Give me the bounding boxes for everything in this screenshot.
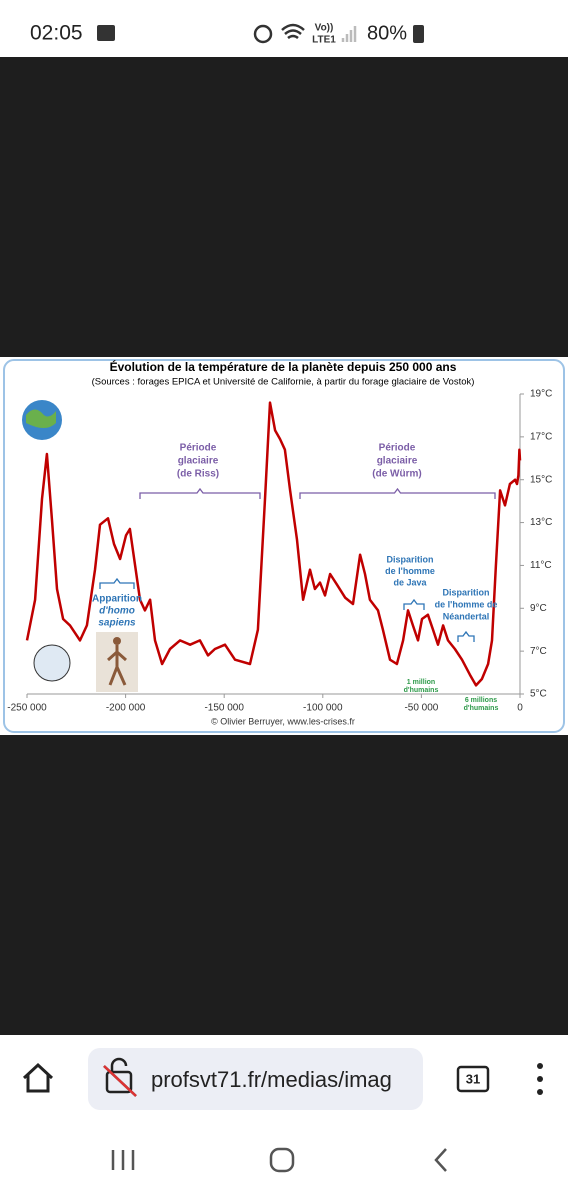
viewer-background <box>0 735 568 1035</box>
recent-apps-button[interactable] <box>111 1150 135 1170</box>
home-button[interactable] <box>22 1062 54 1093</box>
x-tick-label: -250 000 <box>7 703 47 714</box>
annotation-bracket <box>403 598 425 610</box>
y-tick-label: 19°C <box>530 389 552 400</box>
annotation: sapiens <box>98 618 136 629</box>
annotation: de l'homme <box>385 566 435 576</box>
chart-image: Évolution de la température de la planèt… <box>0 357 568 735</box>
battery-icon <box>413 25 424 43</box>
annotation: Disparition <box>442 587 489 597</box>
y-tick-label: 17°C <box>530 431 552 442</box>
annotation: d'homo <box>99 606 135 617</box>
y-tick-label: 13°C <box>530 517 552 528</box>
annotation-bracket <box>457 630 475 642</box>
annotation: d'humains <box>464 705 499 712</box>
home-nav-button[interactable] <box>269 1147 295 1173</box>
image-frame <box>3 359 565 733</box>
network-label: LTE1 <box>312 35 336 46</box>
chart-subtitle: (Sources : forages EPICA et Université d… <box>92 377 475 388</box>
annotation: de l'homme de <box>435 599 498 609</box>
annotation: de Java <box>393 577 427 587</box>
annotation-bracket <box>139 487 261 499</box>
network-label: Vo)) <box>315 23 334 34</box>
clock: 02:05 <box>30 22 83 45</box>
earth-icon <box>26 409 56 428</box>
x-tick-label: -50 000 <box>404 703 438 714</box>
battery-level: 80% <box>367 22 407 44</box>
annotation: d'humains <box>404 687 439 694</box>
earth-icon <box>33 644 71 682</box>
y-tick-label: 7°C <box>530 646 547 657</box>
homo-sapiens-image <box>113 637 121 645</box>
homo-sapiens-image <box>107 645 127 686</box>
chart-title: Évolution de la température de la planèt… <box>110 359 457 374</box>
annotation: (de Würm) <box>372 469 421 480</box>
tab-count: 31 <box>466 1071 480 1086</box>
y-tick-label: 11°C <box>530 560 552 571</box>
lock-icon <box>105 1070 133 1094</box>
annotation: glaciaire <box>377 456 418 467</box>
address-bar[interactable] <box>88 1048 423 1110</box>
back-button[interactable] <box>434 1148 447 1172</box>
alarm-icon <box>253 24 273 44</box>
annotation: (de Riss) <box>177 469 219 480</box>
annotation: 6 millions <box>465 697 497 704</box>
annotation: 1 million <box>407 679 435 686</box>
y-tick-label: 15°C <box>530 474 552 485</box>
viewer-background <box>0 57 568 357</box>
menu-button[interactable] <box>537 1063 543 1095</box>
annotation: Période <box>379 443 416 454</box>
annotation-bracket <box>99 577 135 589</box>
annotation: Période <box>180 443 217 454</box>
temperature-line <box>25 401 522 687</box>
credit: © Olivier Berruyer, www.les-crises.fr <box>211 716 355 726</box>
x-tick-label: 0 <box>517 703 523 714</box>
annotation: Disparition <box>386 554 433 564</box>
annotation: Apparition <box>92 594 142 605</box>
insecure-slash <box>103 1065 137 1097</box>
x-tick-label: -200 000 <box>106 703 146 714</box>
wifi-icon <box>281 23 305 40</box>
x-tick-label: -150 000 <box>204 703 244 714</box>
annotation-bracket <box>299 487 496 499</box>
signal-icon <box>341 26 357 42</box>
annotation: Néandertal <box>443 611 490 621</box>
y-tick-label: 5°C <box>530 689 547 700</box>
url[interactable]: profsvt71.fr/medias/imag <box>151 1067 392 1092</box>
annotation: glaciaire <box>178 456 219 467</box>
tabs-button[interactable] <box>456 1065 490 1093</box>
gallery-icon <box>97 25 115 41</box>
x-tick-label: -100 000 <box>303 703 343 714</box>
y-tick-label: 9°C <box>530 603 547 614</box>
